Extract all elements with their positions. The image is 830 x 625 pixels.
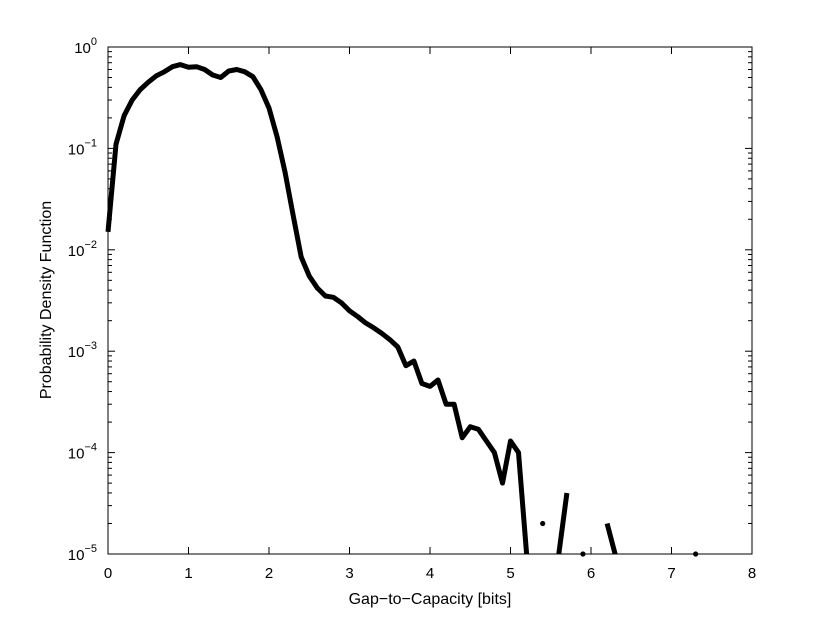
x-tick-labels: 0 1 2 3 4 5 6 7 8	[104, 565, 756, 582]
x-tick-label: 2	[265, 565, 273, 582]
x-tick-label: 8	[748, 565, 756, 582]
y-tick-label: 10−2	[68, 239, 97, 260]
y-tick-label: 10−1	[68, 137, 97, 158]
x-tick-label: 1	[184, 565, 192, 582]
y-tick-labels: 100 10−1 10−2 10−3 10−4 10−5	[68, 36, 97, 564]
x-tick-label: 5	[506, 565, 514, 582]
x-tick-label: 0	[104, 565, 112, 582]
x-tick-label: 4	[426, 565, 434, 582]
series-line	[556, 492, 570, 555]
y-tick-label: 100	[74, 36, 97, 57]
tick-marks	[107, 46, 753, 555]
series-point	[540, 520, 546, 527]
plot-frame	[107, 46, 753, 555]
x-tick-label: 3	[345, 565, 353, 582]
x-axis-label: Gap−to−Capacity [bits]	[349, 591, 512, 608]
y-tick-label: 10−5	[68, 543, 97, 564]
series-layer	[105, 62, 699, 557]
y-axis-label: Probability Density Function	[38, 201, 55, 399]
y-tick-label: 10−3	[68, 340, 97, 361]
series-line	[105, 62, 530, 555]
plot-background	[108, 47, 752, 554]
y-tick-label: 10−4	[68, 442, 97, 463]
x-tick-label: 7	[667, 565, 675, 582]
series-line	[604, 522, 618, 555]
x-tick-label: 6	[587, 565, 595, 582]
